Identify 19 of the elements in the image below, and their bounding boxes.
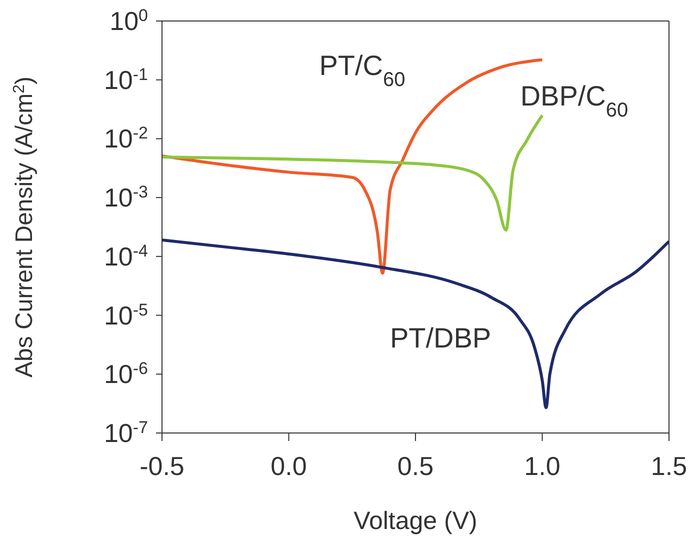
y-tick-label: 10$^{0}$ bbox=[110, 6, 148, 36]
x-tick-label: 0.5 bbox=[397, 451, 434, 481]
x-tick-label: 0.0 bbox=[270, 451, 307, 481]
y-tick-label: 10$^{-7}$ bbox=[104, 418, 148, 448]
y-tick-label: 10$^{-2}$ bbox=[104, 123, 148, 154]
line-series bbox=[162, 238, 669, 410]
x-tick-label: -0.5 bbox=[140, 451, 184, 481]
series-label: PT/C$_{60}$ bbox=[319, 50, 406, 91]
y-tick-label: 10$^{-6}$ bbox=[104, 358, 148, 390]
series-label: PT/DBP bbox=[390, 322, 492, 354]
y-tick-label: 10$^{-3}$ bbox=[104, 182, 148, 213]
y-tick-label: 10$^{-4}$ bbox=[104, 240, 148, 272]
x-axis-title: Voltage (V) bbox=[354, 507, 478, 535]
y-tick-label: 10$^{-1}$ bbox=[104, 64, 148, 95]
x-tick-label: 1.0 bbox=[524, 451, 560, 481]
x-tick-label: 1.5 bbox=[650, 451, 688, 481]
series-label: DBP/C$_{60}$ bbox=[520, 80, 628, 122]
y-tick-label: 10$^{-5}$ bbox=[104, 300, 148, 330]
line-series bbox=[162, 114, 544, 232]
